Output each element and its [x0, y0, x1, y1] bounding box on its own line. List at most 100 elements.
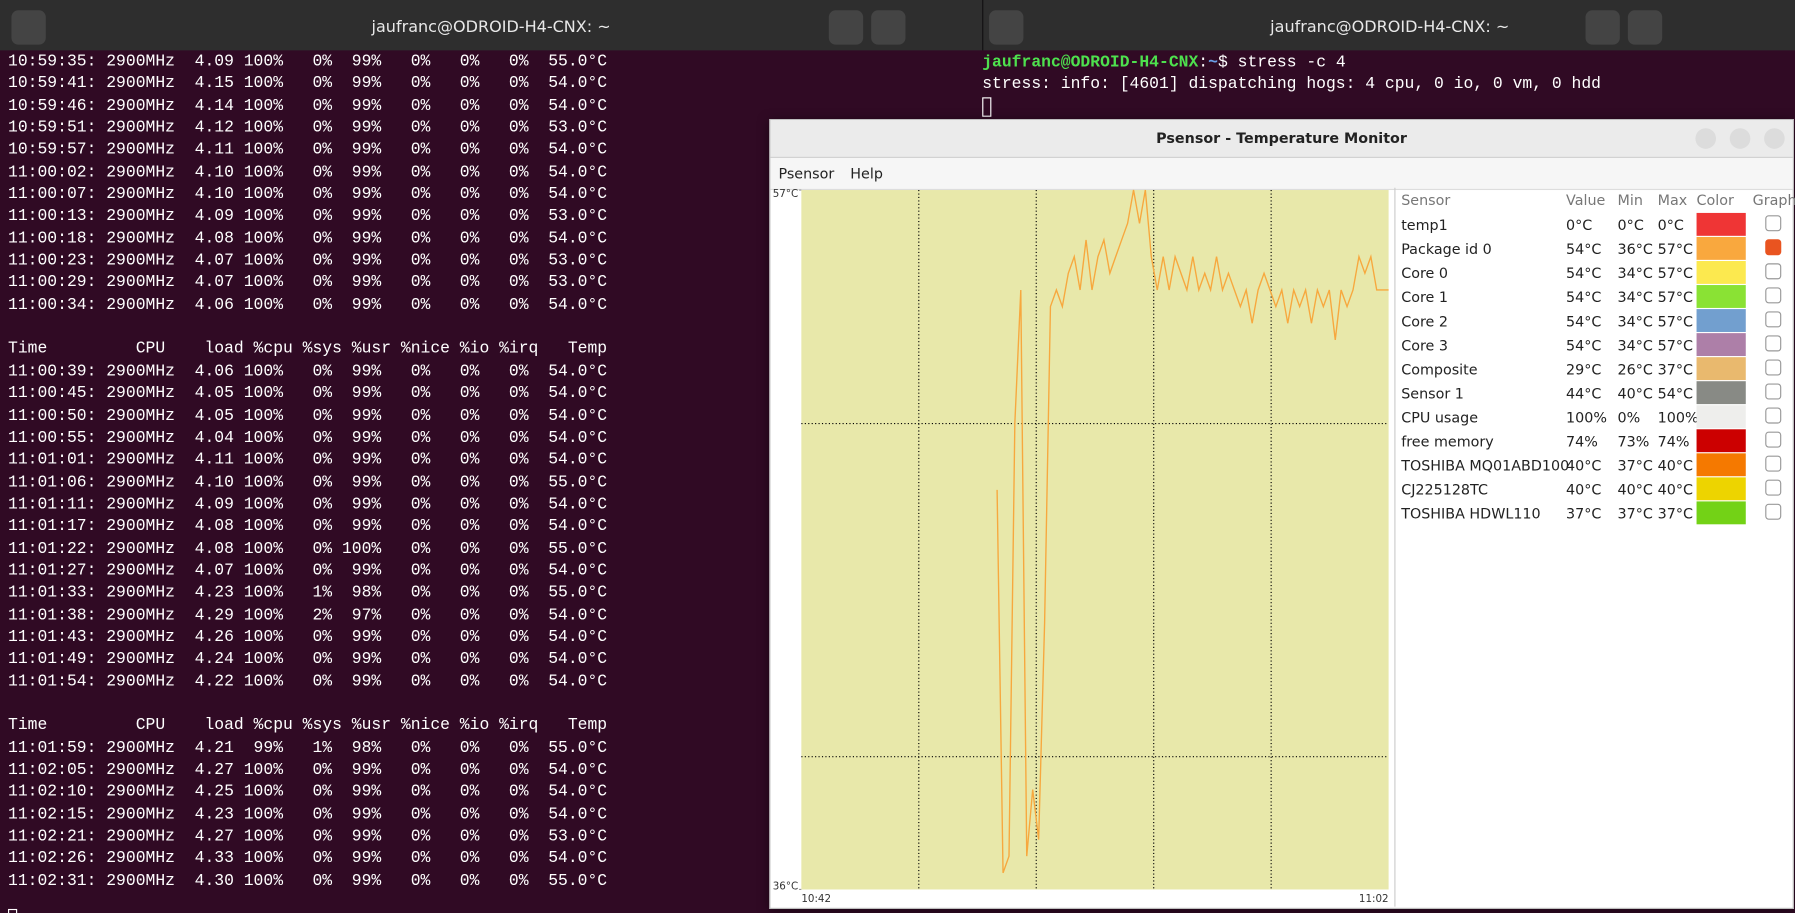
menu-item[interactable]: Psensor [778, 164, 835, 183]
close-button[interactable] [1764, 128, 1785, 149]
search-button[interactable] [1585, 10, 1620, 45]
sensor-max: 37°C [1657, 504, 1693, 523]
cursor [982, 96, 992, 117]
terminal-line: 11:00:07: 2900MHz 4.10 100% 0% 99% 0% 0%… [8, 185, 608, 204]
sensor-min: 37°C [1617, 456, 1653, 474]
sensor-max: 57°C [1657, 336, 1693, 354]
terminal-line: 11:01:43: 2900MHz 4.26 100% 0% 99% 0% 0%… [8, 628, 608, 647]
terminal-line: 11:02:15: 2900MHz 4.23 100% 0% 99% 0% 0%… [8, 805, 608, 824]
color-swatch[interactable] [1696, 381, 1746, 405]
search-button[interactable] [828, 10, 864, 45]
sensor-max: 74% [1657, 432, 1690, 450]
menu-item[interactable]: Help [850, 164, 883, 183]
plot-background [801, 190, 1389, 890]
prompt-user: jaufranc@ODROID-H4-CNX [982, 53, 1199, 73]
terminal-line: 11:01:59: 2900MHz 4.21 99% 1% 98% 0% 0% … [8, 739, 608, 758]
color-swatch[interactable] [1696, 477, 1746, 501]
sensor-value: 37°C [1566, 504, 1602, 523]
color-swatch[interactable] [1696, 212, 1746, 236]
terminal-line: 11:01:49: 2900MHz 4.24 100% 0% 99% 0% 0%… [8, 650, 608, 669]
sensor-min: 34°C [1617, 312, 1653, 330]
sensor-value: 44°C [1566, 384, 1602, 402]
terminal-line: 11:01:06: 2900MHz 4.10 100% 0% 99% 0% 0%… [8, 473, 608, 492]
menu-button[interactable] [871, 10, 906, 45]
terminal-line: Time CPU load %cpu %sys %usr %nice %io %… [8, 340, 608, 359]
sensor-name: free memory [1401, 432, 1494, 450]
terminal-line: 11:00:45: 2900MHz 4.05 100% 0% 99% 0% 0%… [8, 384, 608, 404]
graph-checkbox[interactable] [1765, 263, 1782, 280]
minimize-button[interactable] [1695, 128, 1717, 149]
sensor-max: 57°C [1657, 312, 1693, 330]
sensor-min: 0°C [1617, 216, 1644, 234]
sensor-min: 73% [1617, 432, 1650, 450]
sensor-value: 54°C [1566, 336, 1602, 354]
output-block: Time CPU load %cpu %sys %usr %nice %io %… [8, 716, 607, 893]
sensor-value: 40°C [1566, 456, 1602, 474]
sensor-value: 74% [1566, 432, 1598, 450]
color-swatch[interactable] [1696, 357, 1746, 381]
menu-bar: Psensor Help [770, 157, 1793, 191]
graph-checkbox[interactable] [1765, 311, 1782, 328]
sensor-value: 54°C [1566, 264, 1602, 282]
window-title: Psensor - Temperature Monitor [770, 120, 1793, 158]
output-block: Time CPU load %cpu %sys %usr %nice %io %… [8, 339, 607, 693]
sensor-min: 34°C [1617, 264, 1653, 282]
color-swatch[interactable] [1696, 453, 1746, 477]
sensor-max: 100% [1657, 408, 1699, 426]
column-header: Color [1696, 191, 1734, 209]
terminal-line: 11:01:22: 2900MHz 4.08 100% 0% 100% 0% 0… [8, 539, 608, 559]
graph-checkbox[interactable] [1765, 335, 1782, 352]
sensor-name: TOSHIBA MQ01ABD100 [1401, 456, 1570, 474]
graph-checkbox[interactable] [1765, 215, 1782, 232]
terminal-line: 11:00:39: 2900MHz 4.06 100% 0% 99% 0% 0%… [8, 362, 608, 381]
sensor-min: 40°C [1617, 384, 1653, 402]
graph-checkbox[interactable] [1765, 455, 1782, 472]
sensor-max: 54°C [1657, 384, 1693, 402]
sensor-name: Sensor 1 [1401, 384, 1464, 402]
new-tab-button[interactable] [11, 10, 46, 45]
new-tab-button[interactable] [989, 10, 1024, 45]
graph-checkbox[interactable] [1765, 479, 1782, 496]
color-swatch[interactable] [1696, 429, 1746, 453]
graph-checkbox[interactable] [1765, 359, 1782, 376]
color-swatch[interactable] [1696, 333, 1746, 357]
graph-checkbox[interactable] [1765, 407, 1782, 424]
sensor-min: 26°C [1617, 360, 1653, 378]
sensor-name: CPU usage [1401, 408, 1479, 426]
sensor-value: 0°C [1566, 216, 1593, 234]
maximize-button[interactable] [1729, 128, 1751, 149]
terminal-line: 11:00:18: 2900MHz 4.08 100% 0% 99% 0% 0%… [8, 229, 608, 249]
sensor-name: Composite [1401, 360, 1478, 378]
output-block: 10:59:35: 2900MHz 4.09 100% 0% 99% 0% 0%… [8, 52, 607, 318]
color-swatch[interactable] [1696, 236, 1746, 260]
right-terminal: jaufranc@ODROID-H4-CNX:~$ stress -c 4 st… [982, 53, 1601, 120]
sensor-min: 37°C [1617, 504, 1653, 523]
sensor-max: 40°C [1657, 480, 1693, 498]
sensor-name: Core 1 [1401, 288, 1448, 306]
prompt-sep: : [1198, 53, 1209, 73]
color-swatch[interactable] [1696, 261, 1746, 284]
sensor-table: Sensor Value Min Max Color Graph temp1 0°C 0°C 0°… [1394, 187, 1795, 907]
sensor-value: 40°C [1566, 480, 1602, 498]
sensor-max: 57°C [1657, 240, 1693, 258]
color-swatch[interactable] [1696, 285, 1746, 308]
color-swatch[interactable] [1696, 309, 1746, 332]
graph-checkbox[interactable] [1765, 383, 1782, 400]
color-swatch[interactable] [1696, 405, 1746, 429]
graph-checkbox[interactable] [1765, 287, 1782, 304]
terminal-line: 11:01:38: 2900MHz 4.29 100% 2% 97% 0% 0%… [8, 606, 608, 625]
sensor-value: 54°C [1566, 312, 1602, 330]
terminal-line: Time CPU load %cpu %sys %usr %nice %io %… [8, 716, 608, 736]
graph-checkbox[interactable] [1765, 503, 1782, 520]
menu-button[interactable] [1627, 10, 1663, 45]
terminal-line: 11:01:11: 2900MHz 4.09 100% 0% 99% 0% 0%… [8, 495, 608, 514]
sensor-max: 57°C [1657, 264, 1693, 282]
column-header: Max [1657, 191, 1688, 209]
color-swatch[interactable] [1696, 501, 1746, 525]
terminal-line: 11:00:55: 2900MHz 4.04 100% 0% 99% 0% 0%… [8, 429, 608, 448]
graph-checkbox[interactable] [1765, 431, 1782, 448]
x-end-label: 11:02 [1359, 893, 1389, 905]
sensor-max: 0°C [1657, 216, 1684, 234]
graph-checkbox[interactable] [1765, 239, 1782, 256]
